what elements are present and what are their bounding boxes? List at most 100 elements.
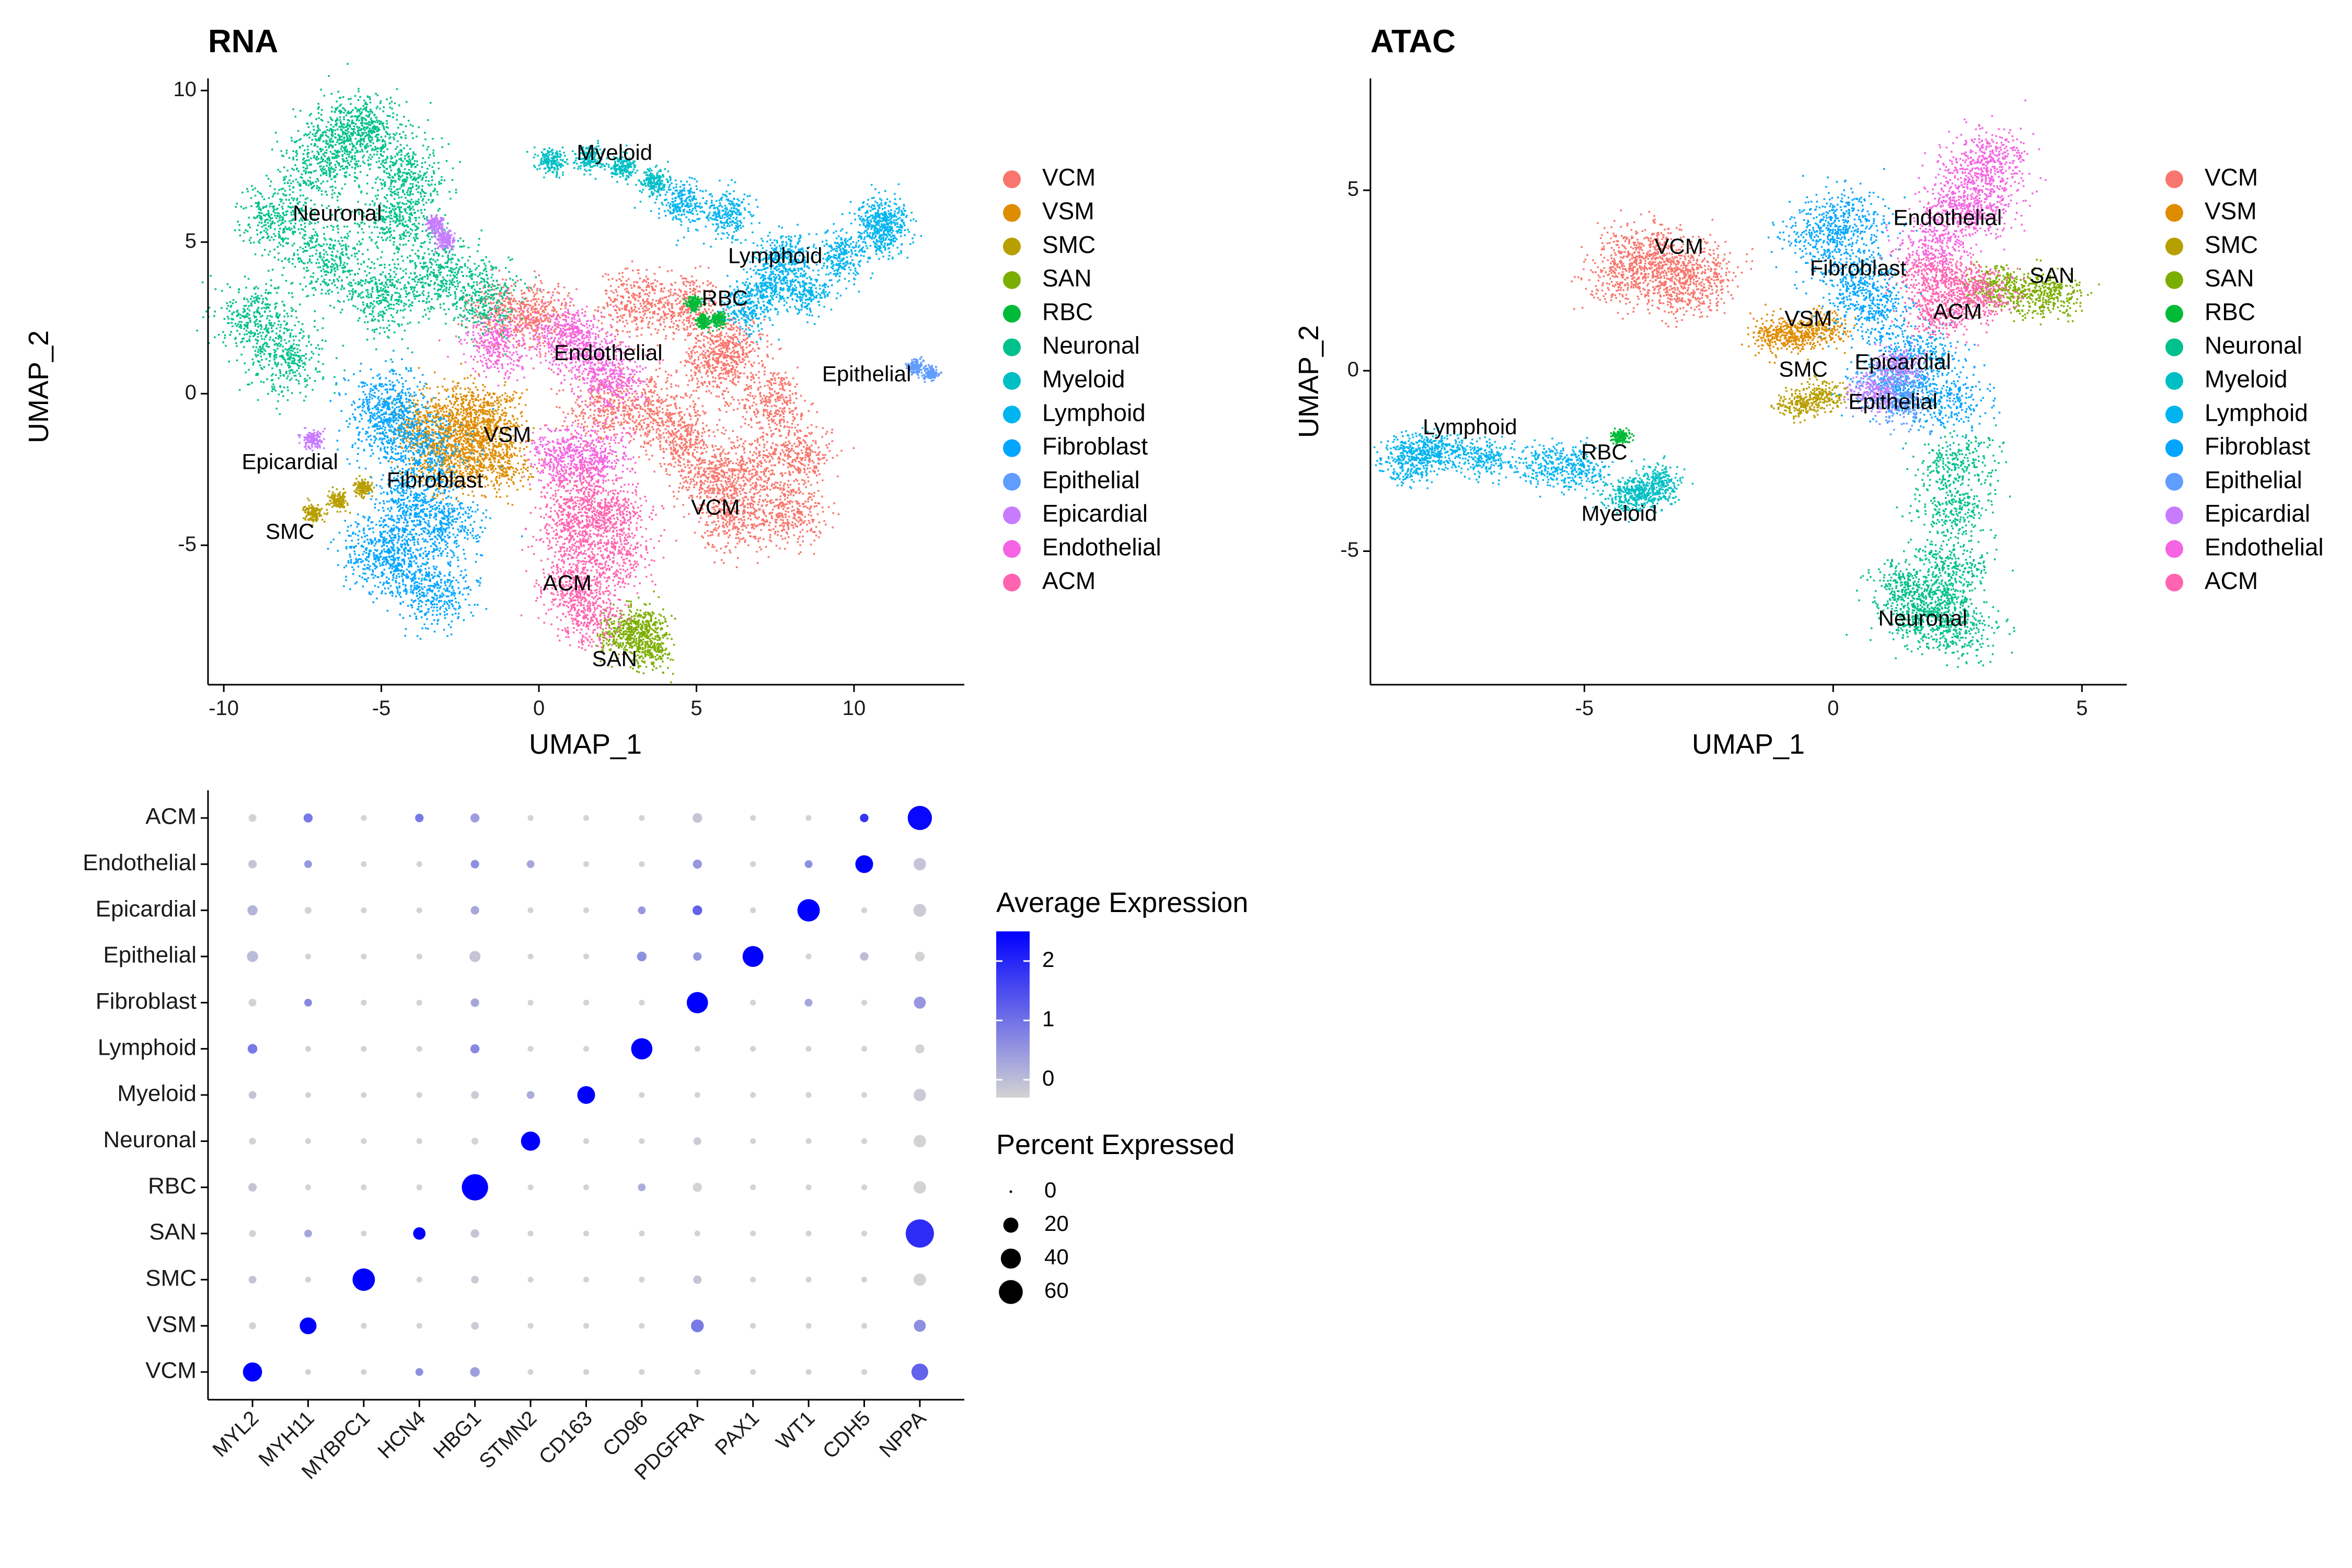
dot-acm-stmn2	[527, 815, 534, 821]
dot-rbc-pdgfra	[693, 1182, 702, 1192]
rna-label-san: SAN	[592, 647, 637, 671]
rna-points-rbc-1	[706, 310, 730, 330]
dot-vcm-pdgfra	[694, 1369, 700, 1375]
rna-points-myeloid-3	[635, 160, 672, 203]
dot-neuronal-pdgfra	[693, 1137, 701, 1145]
rna-points-vsm-4	[397, 421, 490, 502]
dot-smc-nppa	[914, 1273, 926, 1286]
dot-fibroblast-myl2	[248, 998, 257, 1007]
atac-points	[1374, 99, 2100, 668]
dot-neuronal-myl2	[249, 1137, 256, 1145]
dot-endothelial-pax1	[750, 861, 756, 867]
dot-x-label-myl2: MYL2	[208, 1406, 263, 1461]
dot-x-label-cd163: CD163	[535, 1406, 597, 1469]
rna-label-epithelial: Epithelial	[822, 361, 911, 386]
rna-legend: VCM VSM SMC SAN RBC Neuronal Myeloid Lymphoid Fi…	[1003, 164, 1161, 594]
atac-label-smc: SMC	[1779, 356, 1828, 381]
atac-label-acm: ACM	[1933, 299, 1982, 324]
dot-fibroblast-myh11	[304, 998, 312, 1007]
dot-lymphoid-hcn4	[416, 1046, 422, 1052]
size-legend-key-20	[1003, 1217, 1019, 1233]
rna-points-vcm-1	[593, 260, 688, 353]
rna-points-fibroblast-2	[381, 536, 488, 640]
dot-rbc-nppa	[914, 1181, 926, 1194]
dot-neuronal-pax1	[750, 1138, 756, 1144]
atac-points-endothelial-3	[1926, 161, 2038, 251]
rna-points	[196, 63, 942, 684]
atac-label-vsm: VSM	[1784, 306, 1832, 331]
dot-smc-myh11	[305, 1276, 312, 1283]
dot-epithelial-cd96	[637, 951, 647, 962]
atac-cluster-endothelial	[1878, 99, 2047, 289]
dot-endothelial-myl2	[248, 860, 257, 869]
dot-y-label-vcm: VCM	[145, 1358, 197, 1383]
size-legend-label-0: 0	[1044, 1178, 1056, 1202]
rna-points-fibroblast-4	[327, 499, 442, 599]
rna-points-epithelial-0	[905, 356, 926, 379]
dot-smc-hbg1	[471, 1275, 479, 1284]
dot-smc-pax1	[750, 1276, 756, 1283]
rna-points-neuronal-1	[309, 63, 432, 187]
atac-legend-label-lymphoid: Lymphoid	[2205, 399, 2308, 426]
rna-cluster-san	[595, 590, 676, 684]
rna-points-smc-2	[352, 475, 375, 500]
atac-cluster-lymphoid	[1374, 427, 1614, 498]
rna-legend-label-fibroblast: Fibroblast	[1042, 433, 1148, 460]
atac-legend-label-acm: ACM	[2205, 567, 2258, 594]
rna-legend-key-vsm	[1003, 204, 1021, 222]
dot-epicardial-stmn2	[527, 907, 534, 914]
dot-fibroblast-stmn2	[527, 999, 534, 1006]
rna-label-lymphoid: Lymphoid	[728, 243, 823, 268]
atac-points-endothelial-0	[1918, 139, 2034, 207]
dot-neuronal-cd96	[639, 1138, 645, 1144]
atac-points-vcm-2	[1571, 242, 1672, 320]
dot-rbc-cd163	[583, 1184, 590, 1191]
atac-legend-label-vsm: VSM	[2205, 197, 2257, 224]
dot-acm-hbg1	[470, 813, 480, 823]
dot-acm-cdh5	[860, 813, 869, 823]
atac-cluster-rbc	[1610, 427, 1635, 445]
dot-neuronal-hcn4	[416, 1138, 422, 1144]
rna-points-acm-3	[520, 528, 621, 629]
atac-legend-label-myeloid: Myeloid	[2205, 365, 2288, 393]
size-legend-label-40: 40	[1044, 1244, 1069, 1269]
dot-rbc-hcn4	[416, 1184, 422, 1191]
atac-label-vcm: VCM	[1655, 234, 1703, 259]
dot-epicardial-myh11	[304, 907, 312, 914]
dot-endothelial-wt1	[804, 860, 813, 868]
rna-points-acm-2	[537, 562, 632, 655]
size-legend-key-40	[1000, 1248, 1021, 1269]
size-legend-key-0	[1009, 1190, 1012, 1193]
dot-lymphoid-myh11	[305, 1046, 312, 1052]
atac-points-acm-2	[1929, 261, 2031, 331]
rna-legend-label-rbc: RBC	[1042, 298, 1093, 325]
rna-points-smc-0	[302, 498, 329, 526]
dot-y-label-endothelial: Endothelial	[83, 850, 197, 875]
dot-vsm-nppa	[914, 1320, 926, 1332]
dot-vsm-cdh5	[861, 1323, 868, 1329]
colorbar-tick-label: 0	[1042, 1066, 1054, 1090]
dot-vsm-pax1	[750, 1323, 756, 1329]
atac-cluster-san	[1958, 259, 2100, 326]
dot-vcm-cdh5	[861, 1369, 868, 1375]
dot-san-myh11	[304, 1229, 312, 1238]
atac-legend-label-fibroblast: Fibroblast	[2205, 433, 2310, 460]
dot-endothelial-hbg1	[470, 860, 479, 869]
rna-x-tick-label: 0	[533, 697, 545, 720]
dot-epicardial-pdgfra	[693, 905, 702, 915]
dot-neuronal-cdh5	[861, 1138, 868, 1144]
rna-points-vsm-1	[442, 424, 543, 506]
rna-legend-label-endothelial: Endothelial	[1042, 533, 1161, 560]
dot-san-pax1	[750, 1230, 756, 1237]
dot-endothelial-cd96	[639, 861, 645, 867]
rna-points-vsm-0	[415, 384, 514, 488]
dot-lymphoid-nppa	[915, 1044, 925, 1054]
rna-points-lymphoid-8	[769, 263, 842, 325]
dot-smc-pdgfra	[693, 1275, 702, 1284]
atac-legend-key-acm	[2165, 573, 2183, 592]
dot-smc-stmn2	[527, 1276, 534, 1283]
dot-san-stmn2	[527, 1230, 534, 1237]
rna-points-fibroblast-6	[391, 466, 523, 583]
rna-cluster-epicardial	[297, 214, 456, 452]
atac-x-tick-label: 0	[1827, 697, 1839, 720]
